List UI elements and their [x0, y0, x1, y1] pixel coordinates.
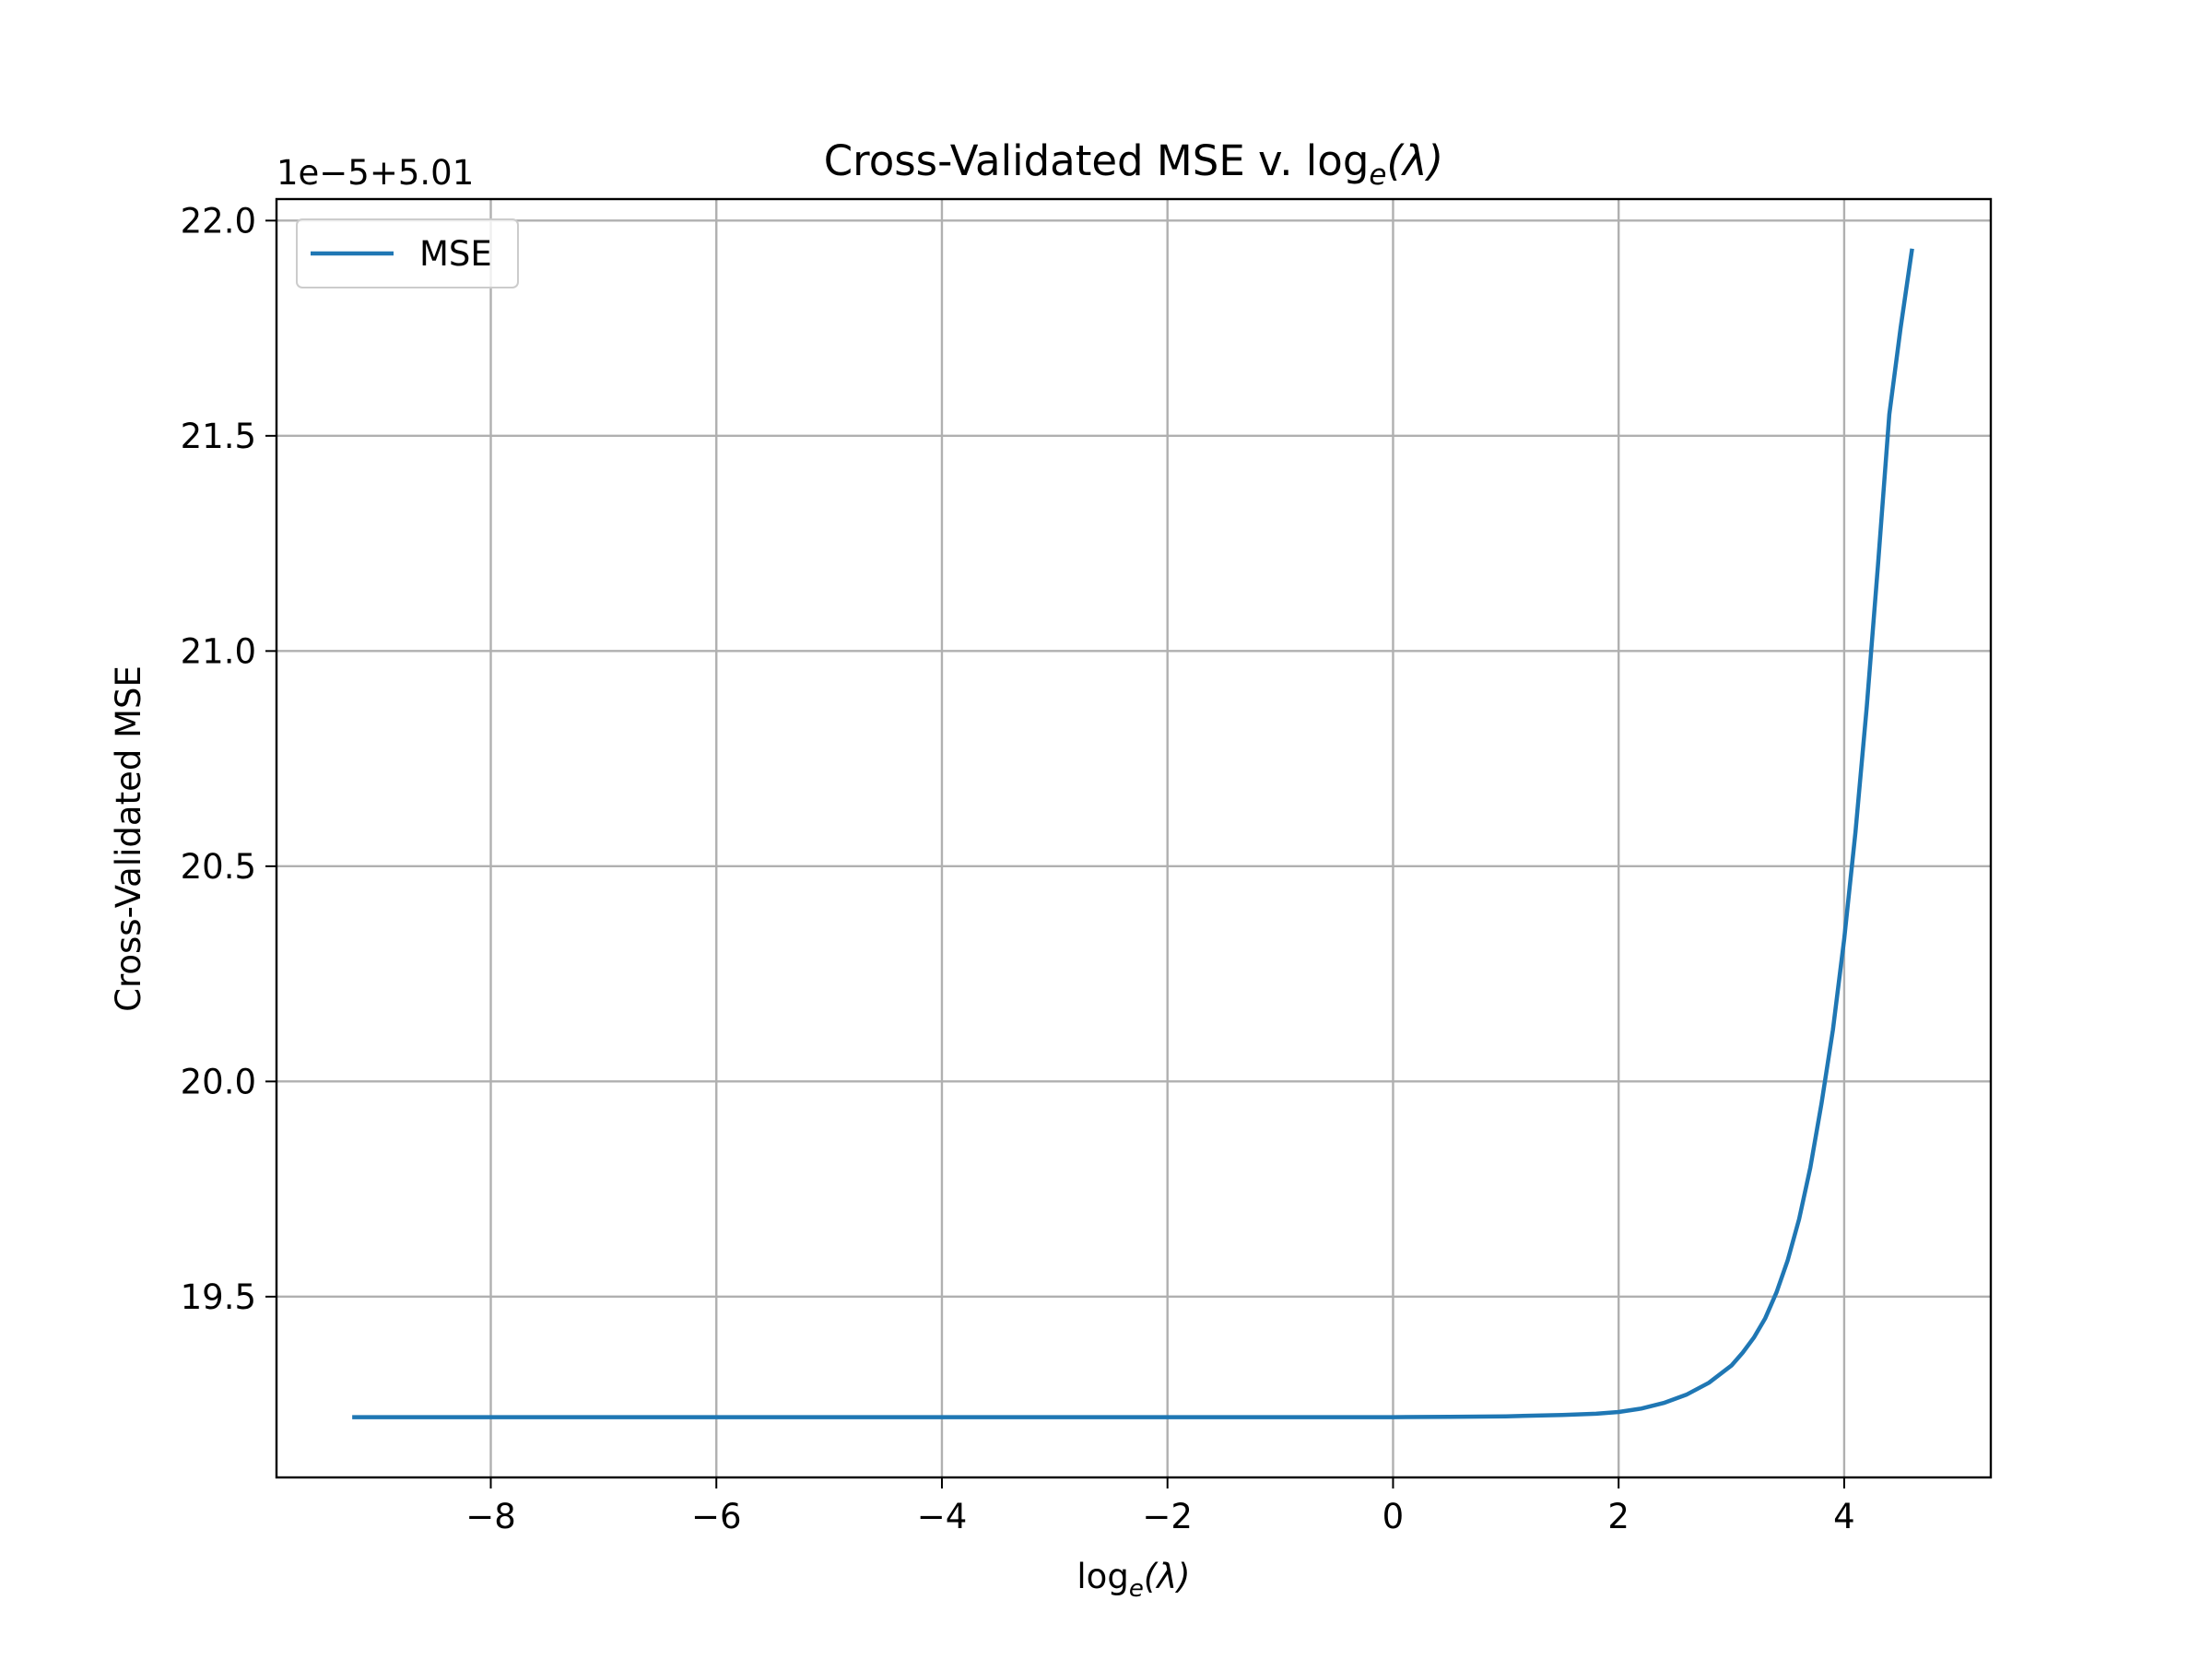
x-tick-label: 2	[1607, 1497, 1630, 1536]
chart-title-main: Cross-Validated MSE v. log	[824, 136, 1370, 185]
y-tick-label: 20.5	[181, 847, 256, 887]
x-tick-label: −6	[691, 1497, 742, 1536]
x-axis-ticks: −8 −6 −4 −2 0 2 4	[465, 1477, 1855, 1536]
y-axis-ticks: 19.5 20.0 20.5 21.0 21.5 22.0	[181, 201, 276, 1317]
x-axis-label-tail: (λ)	[1144, 1557, 1191, 1596]
chart-title-subscript: e	[1369, 159, 1386, 192]
y-axis-label: Cross-Validated MSE	[109, 665, 148, 1012]
legend-label-mse: MSE	[419, 234, 492, 274]
x-axis-label-subscript: e	[1129, 1575, 1144, 1603]
y-tick-label: 22.0	[181, 201, 256, 241]
series-line-mse	[352, 248, 1914, 1419]
y-tick-label: 20.0	[181, 1062, 256, 1101]
chart-title-tail: (λ)	[1386, 136, 1443, 185]
x-axis-label: loge(λ)	[1077, 1557, 1190, 1603]
plot-frame	[275, 197, 1993, 1479]
x-tick-label: 0	[1382, 1497, 1405, 1536]
plot-area	[276, 199, 1991, 1477]
x-tick-label: −2	[1142, 1497, 1193, 1536]
y-tick-label: 21.0	[181, 631, 256, 671]
chart-title: Cross-Validated MSE v. loge(λ)	[824, 136, 1443, 192]
legend-box	[296, 218, 519, 288]
legend: MSE	[296, 218, 519, 288]
x-tick-label: −8	[465, 1497, 516, 1536]
series-layer	[352, 248, 1914, 1419]
y-tick-label: 19.5	[181, 1277, 256, 1317]
grid	[276, 199, 1991, 1477]
y-offset-text: 1e−5+5.01	[276, 153, 474, 193]
x-tick-label: 4	[1833, 1497, 1855, 1536]
y-tick-label: 21.5	[181, 417, 256, 456]
x-tick-label: −4	[917, 1497, 968, 1536]
x-axis-label-main: log	[1077, 1557, 1128, 1596]
